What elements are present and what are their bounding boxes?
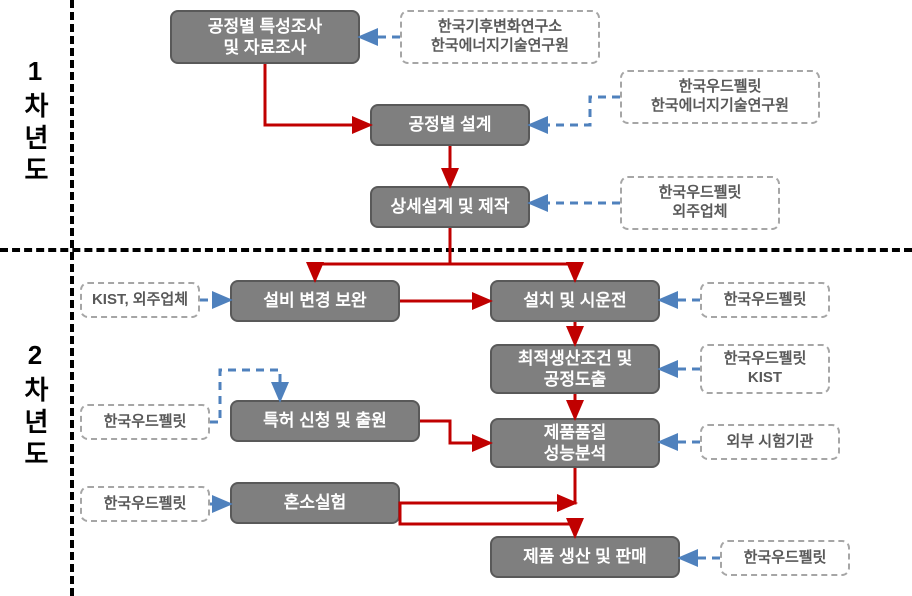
- main-node-n3: 상세설계 및 제작: [370, 186, 530, 228]
- main-node-n4a: 설비 변경 보완: [230, 280, 400, 322]
- side-node-s7: 외부 시험기관: [700, 424, 840, 460]
- main-node-n6: 특허 신청 및 출원: [230, 400, 420, 442]
- side-node-s2: 한국우드펠릿 한국에너지기술연구원: [620, 70, 820, 124]
- side-node-s5: 한국우드펠릿 KIST: [700, 344, 830, 394]
- side-node-s8: 한국우드펠릿: [80, 486, 210, 522]
- side-node-s6: 한국우드펠릿: [80, 404, 210, 440]
- arrow-r3a: [315, 228, 450, 280]
- main-node-n2: 공정별 설계: [370, 104, 530, 146]
- arrow-r7: [400, 468, 575, 536]
- main-node-n4b: 설치 및 시운전: [490, 280, 660, 322]
- arrow-b2: [530, 97, 620, 125]
- arrow-r6p: [420, 421, 490, 443]
- year-label-y1: 1차년도: [22, 56, 48, 188]
- arrow-r3b: [450, 228, 575, 280]
- main-node-n7: 제품품질 성능분석: [490, 418, 660, 468]
- side-node-s4l: KIST, 외주업체: [80, 282, 200, 318]
- horizontal-divider: [0, 248, 912, 252]
- vertical-divider: [70, 0, 74, 596]
- side-node-s4r: 한국우드펠릿: [700, 282, 830, 318]
- main-node-n8: 혼소실험: [230, 482, 400, 524]
- side-node-s3: 한국우드펠릿 외주업체: [620, 176, 780, 230]
- arrow-r1: [265, 64, 370, 125]
- main-node-n1: 공정별 특성조사 및 자료조사: [170, 10, 360, 64]
- side-node-s9: 한국우드펠릿: [720, 540, 850, 576]
- side-node-s1: 한국기후변화연구소 한국에너지기술연구원: [400, 10, 600, 64]
- main-node-n5: 최적생산조건 및 공정도출: [490, 344, 660, 394]
- main-node-n9: 제품 생산 및 판매: [490, 536, 680, 578]
- year-label-y2: 2차년도: [22, 340, 48, 472]
